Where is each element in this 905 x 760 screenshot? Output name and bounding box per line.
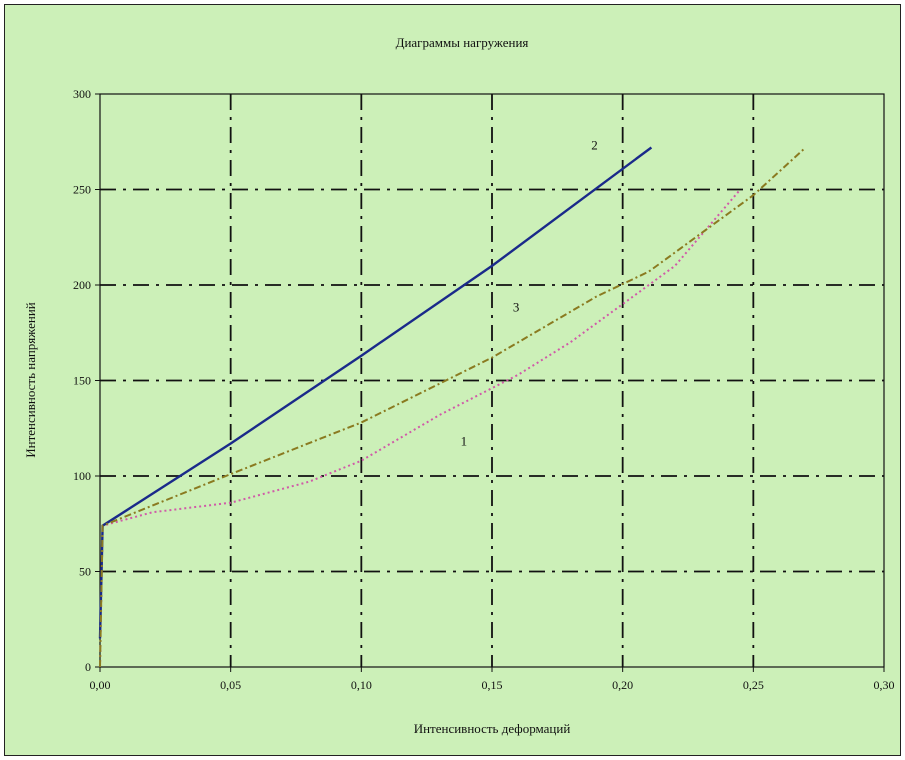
x-tick-label: 0,00 bbox=[90, 678, 111, 692]
x-tick-label: 0,25 bbox=[743, 678, 764, 692]
y-tick-label: 200 bbox=[73, 278, 91, 292]
curve-label-2: 2 bbox=[591, 137, 598, 152]
series-lines bbox=[98, 146, 807, 668]
chart-frame: Диаграммы нагружения 0,00 0,05 0,10 0,15 0,2… bbox=[4, 4, 901, 756]
chart-title: Диаграммы нагружения bbox=[396, 35, 529, 50]
tick-labels: 0,00 0,05 0,10 0,15 0,20 0,25 0,30 0 50 100 150 200… bbox=[73, 87, 895, 692]
y-tick-label: 50 bbox=[79, 565, 91, 579]
x-tick-label: 0,15 bbox=[482, 678, 503, 692]
x-tick-label: 0,05 bbox=[220, 678, 241, 692]
y-tick-label: 150 bbox=[73, 374, 91, 388]
curve-labels: 2 3 1 bbox=[461, 137, 598, 448]
curve-label-1: 1 bbox=[461, 433, 468, 448]
curve-label-3: 3 bbox=[513, 300, 520, 315]
x-tick-label: 0,10 bbox=[351, 678, 372, 692]
series-line-1 bbox=[99, 188, 742, 668]
y-tick-label: 250 bbox=[73, 183, 91, 197]
grid-lines bbox=[100, 94, 884, 667]
x-tick-label: 0,20 bbox=[612, 678, 633, 692]
y-tick-label: 300 bbox=[73, 87, 91, 101]
y-tick-label: 100 bbox=[73, 469, 91, 483]
x-axis-label: Интенсивность деформаций bbox=[414, 721, 571, 736]
y-tick-label: 0 bbox=[85, 660, 91, 674]
y-axis-label: Интенсивность напряжений bbox=[23, 302, 38, 458]
x-tick-label: 0,30 bbox=[874, 678, 895, 692]
series-line-3 bbox=[99, 146, 807, 668]
loading-diagram-chart: Диаграммы нагружения 0,00 0,05 0,10 0,15 0,2… bbox=[5, 5, 900, 755]
